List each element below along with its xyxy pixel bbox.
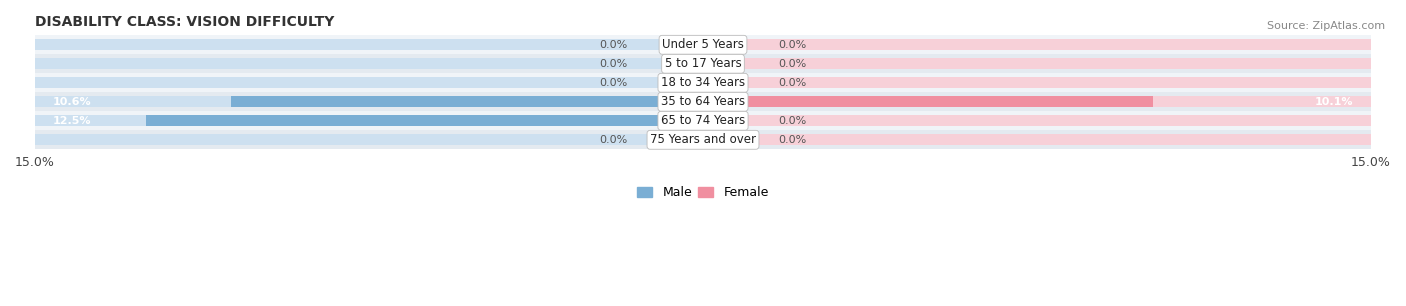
Text: 0.0%: 0.0% [779, 135, 807, 145]
Text: Under 5 Years: Under 5 Years [662, 38, 744, 51]
Bar [35, 130, 1371, 149]
Text: 18 to 34 Years: 18 to 34 Years [661, 76, 745, 89]
Bar [35, 39, 703, 50]
Text: 0.0%: 0.0% [599, 59, 627, 69]
Bar [703, 115, 1371, 126]
Legend: Male, Female: Male, Female [633, 181, 773, 204]
Bar [231, 96, 703, 107]
Text: 12.5%: 12.5% [53, 116, 91, 126]
Text: 10.6%: 10.6% [53, 97, 91, 107]
Bar [35, 115, 703, 126]
Bar [703, 77, 1371, 88]
Text: DISABILITY CLASS: VISION DIFFICULTY: DISABILITY CLASS: VISION DIFFICULTY [35, 15, 335, 29]
Text: 0.0%: 0.0% [599, 78, 627, 88]
Text: 0.0%: 0.0% [599, 135, 627, 145]
Bar [703, 96, 1371, 107]
Bar [35, 77, 703, 88]
Bar [35, 134, 703, 145]
Text: 0.0%: 0.0% [779, 116, 807, 126]
Bar [703, 134, 1371, 145]
Bar [35, 35, 1371, 54]
Text: 0.0%: 0.0% [779, 78, 807, 88]
Text: 0.0%: 0.0% [779, 40, 807, 50]
Bar [35, 54, 1371, 73]
Text: 65 to 74 Years: 65 to 74 Years [661, 114, 745, 127]
Bar [35, 96, 703, 107]
Text: Source: ZipAtlas.com: Source: ZipAtlas.com [1267, 21, 1385, 32]
Text: 0.0%: 0.0% [779, 59, 807, 69]
Bar [703, 58, 1371, 69]
Text: 10.1%: 10.1% [1315, 97, 1353, 107]
Bar [703, 39, 1371, 50]
Bar [35, 58, 703, 69]
Text: 5 to 17 Years: 5 to 17 Years [665, 57, 741, 70]
Bar [146, 115, 703, 126]
Bar [35, 92, 1371, 111]
Bar [35, 73, 1371, 92]
Text: 0.0%: 0.0% [599, 40, 627, 50]
Bar [703, 96, 1153, 107]
Bar [35, 111, 1371, 130]
Text: 75 Years and over: 75 Years and over [650, 133, 756, 146]
Text: 35 to 64 Years: 35 to 64 Years [661, 95, 745, 108]
